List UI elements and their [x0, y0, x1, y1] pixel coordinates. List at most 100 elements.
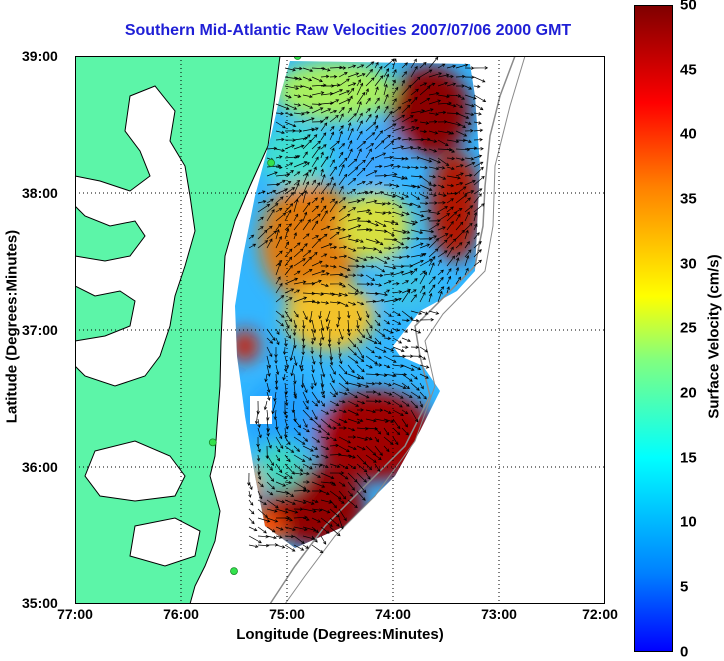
- velocity-arrow: [401, 391, 413, 398]
- velocity-arrow: [257, 481, 264, 488]
- y-tick-label: 39:00: [22, 48, 58, 64]
- station-marker[interactable]: [293, 56, 302, 60]
- velocity-arrow: [356, 256, 368, 262]
- velocity-arrow: [365, 409, 377, 414]
- colorbar-label: Surface Velocity (cm/s): [705, 254, 723, 419]
- velocity-arrow: [275, 137, 285, 142]
- velocity-arrow: [311, 279, 322, 285]
- velocity-arrow: [455, 84, 466, 88]
- velocity-arrow: [320, 74, 330, 79]
- velocity-arrow: [284, 277, 299, 285]
- colorbar: [634, 5, 673, 652]
- velocity-arrow: [284, 310, 293, 323]
- velocity-arrow: [329, 436, 337, 441]
- velocity-arrow: [274, 382, 279, 391]
- velocity-arrow: [365, 463, 373, 471]
- velocity-arrow: [419, 157, 433, 163]
- velocity-arrow: [347, 224, 362, 231]
- velocity-arrow: [455, 251, 461, 258]
- velocity-arrow: [275, 130, 285, 135]
- velocity-arrow: [419, 253, 427, 258]
- velocity-arrow: [410, 328, 422, 334]
- velocity-arrow: [284, 480, 292, 485]
- velocity-arrow: [282, 373, 286, 381]
- velocity-arrow: [383, 346, 395, 352]
- velocity-arrow: [266, 463, 274, 471]
- velocity-arrow: [428, 174, 437, 179]
- velocity-arrow: [437, 175, 447, 180]
- velocity-arrow: [347, 328, 351, 337]
- velocity-arrow: [383, 134, 391, 141]
- velocity-arrow: [383, 73, 390, 87]
- velocity-arrow: [437, 63, 446, 69]
- velocity-arrow: [356, 310, 362, 322]
- bathymetry-contour-outer: [284, 56, 526, 604]
- velocity-arrow: [248, 490, 252, 498]
- velocity-arrow: [365, 436, 373, 441]
- velocity-arrow: [248, 544, 259, 549]
- velocity-arrow: [410, 156, 421, 160]
- velocity-arrow: [293, 213, 299, 222]
- station-marker[interactable]: [267, 158, 276, 167]
- velocity-arrow: [383, 445, 390, 453]
- velocity-arrow: [383, 272, 394, 276]
- velocity-arrow: [284, 508, 299, 514]
- velocity-arrow: [410, 278, 418, 285]
- velocity-arrow: [248, 526, 258, 532]
- velocity-arrow: [464, 94, 477, 100]
- velocity-arrow: [311, 260, 323, 267]
- velocity-arrow: [346, 310, 351, 319]
- velocity-arrow: [347, 409, 360, 416]
- velocity-arrow: [329, 166, 337, 177]
- velocity-arrow: [437, 286, 445, 294]
- velocity-arrow: [329, 255, 338, 260]
- velocity-arrow: [293, 535, 305, 544]
- velocity-arrow: [347, 273, 357, 277]
- velocity-arrow: [329, 131, 335, 141]
- velocity-arrow: [392, 255, 403, 260]
- velocity-arrow: [419, 97, 431, 105]
- velocity-arrow: [365, 299, 377, 304]
- velocity-arrow: [302, 291, 316, 296]
- velocity-arrow: [275, 364, 280, 376]
- velocity-arrow: [302, 233, 310, 240]
- velocity-arrow: [347, 107, 352, 114]
- velocity-arrow: [365, 381, 376, 386]
- velocity-arrow: [257, 240, 269, 249]
- velocity-arrow: [257, 229, 268, 240]
- velocity-arrow: [275, 276, 281, 285]
- station-marker[interactable]: [208, 438, 217, 447]
- velocity-arrow: [266, 490, 274, 496]
- velocity-arrow: [248, 481, 253, 491]
- station-marker[interactable]: [230, 567, 238, 576]
- velocity-arrow: [392, 229, 407, 235]
- velocity-arrow: [356, 180, 366, 186]
- velocity-arrow: [374, 130, 383, 141]
- velocity-arrow: [455, 157, 465, 162]
- velocity-arrow: [464, 249, 472, 258]
- velocity-arrow: [310, 337, 315, 345]
- velocity-arrow: [266, 543, 279, 547]
- velocity-arrow: [446, 74, 454, 79]
- velocity-arrow: [275, 544, 286, 549]
- velocity-arrow: [455, 63, 469, 69]
- velocity-arrow: [365, 390, 377, 394]
- velocity-arrow: [464, 197, 471, 204]
- velocity-arrow: [401, 211, 410, 216]
- velocity-arrow: [383, 373, 397, 378]
- velocity-arrow: [302, 201, 311, 213]
- velocity-arrow: [446, 64, 457, 69]
- velocity-arrow: [256, 454, 261, 462]
- map-plot-area[interactable]: [75, 56, 605, 604]
- velocity-arrow: [437, 206, 448, 213]
- velocity-arrow: [347, 463, 357, 470]
- velocity-arrow: [338, 90, 350, 96]
- velocity-arrow: [264, 373, 268, 383]
- velocity-arrow: [374, 346, 387, 353]
- velocity-arrow: [338, 245, 348, 249]
- velocity-arrow: [356, 418, 364, 422]
- velocity-arrow: [437, 73, 450, 78]
- velocity-arrow: [365, 247, 377, 251]
- velocity-arrow: [464, 139, 472, 143]
- velocity-arrow: [320, 445, 330, 450]
